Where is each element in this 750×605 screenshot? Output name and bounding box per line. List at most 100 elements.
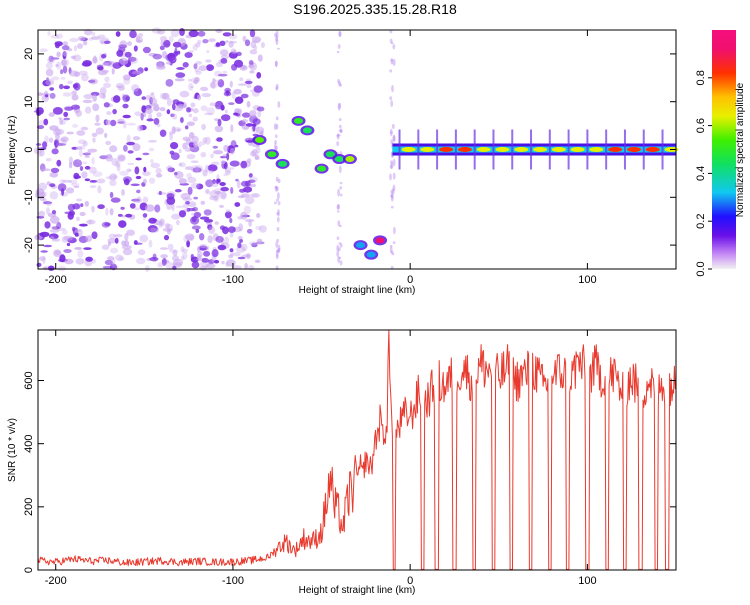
noise-speckle [47,31,51,36]
noise-speckle [214,221,219,225]
noise-speckle [188,82,194,91]
noise-speckle [60,76,66,80]
noise-speckle [112,174,118,180]
noise-speckle [176,128,181,132]
noise-speckle [76,198,83,202]
noise-speckle [87,148,98,153]
noise-speckle [91,132,98,137]
noise-speckle [143,111,147,118]
spectrogram-ytick-label: -20 [23,237,35,253]
noise-speckle [106,111,112,116]
noise-speckle [163,234,170,241]
noise-speckle [80,203,84,208]
noise-speckle [220,104,225,111]
noise-speckle [206,64,214,71]
snr-ytick-label: 0 [23,567,35,573]
streak-speckle [390,59,394,65]
streak-speckle [337,203,340,210]
noise-speckle [51,76,60,81]
noise-speckle [207,235,213,244]
noise-speckle [49,191,59,200]
noise-speckle [56,159,62,167]
noise-speckle [73,45,78,52]
noise-speckle [241,243,248,252]
noise-speckle [203,250,211,257]
noise-speckle [91,57,98,64]
signal-blob [356,242,366,249]
noise-speckle [191,216,197,223]
noise-speckle [122,245,132,250]
noise-speckle [209,102,217,107]
noise-speckle [224,87,231,94]
noise-speckle [91,205,95,213]
noise-speckle [91,157,95,165]
noise-speckle [226,259,236,267]
noise-speckle [54,141,58,149]
noise-speckle [124,51,132,58]
noise-speckle [232,252,241,257]
noise-speckle [178,162,183,167]
noise-speckle [155,173,163,178]
noise-speckle [129,30,137,39]
noise-speckle [176,219,180,226]
streak-speckle [339,128,343,133]
noise-speckle [244,262,249,270]
streak-speckle [337,247,341,252]
noise-speckle [256,106,265,112]
noise-speckle [43,118,49,126]
noise-speckle [45,79,55,86]
noise-speckle [191,225,201,230]
streak-speckle [337,256,341,264]
noise-speckle [79,211,86,217]
noise-speckle [74,71,80,77]
noise-speckle [152,253,157,260]
noise-speckle [225,40,229,43]
noise-speckle [148,239,153,248]
noise-speckle [100,40,104,44]
noise-speckle [244,39,251,47]
carrier-core [420,147,435,152]
noise-speckle [42,141,48,149]
noise-speckle [138,33,144,38]
carrier-core [533,147,548,152]
noise-speckle [77,159,81,163]
noise-speckle [193,196,198,200]
noise-speckle [163,39,171,48]
noise-speckle [203,219,214,223]
noise-speckle [116,49,124,57]
noise-speckle [251,193,261,198]
noise-speckle [188,132,195,139]
colorbar-label: Normalized spectral amplitude [735,82,746,217]
spectrogram-xlabel: Height of straight line (km) [299,285,416,296]
noise-speckle [195,42,201,48]
noise-speckle [219,49,229,56]
noise-speckle [155,167,162,174]
noise-speckle [159,129,167,137]
snr-xlabel: Height of straight line (km) [299,585,416,596]
noise-speckle [249,193,259,198]
streak-speckle [277,201,281,206]
noise-speckle [77,139,87,145]
noise-speckle [111,68,115,75]
noise-speckle [207,164,218,172]
snr-xtick-label: -100 [222,575,244,587]
noise-speckle [118,256,125,262]
noise-speckle [101,69,110,73]
noise-speckle [68,156,73,165]
noise-speckle [256,213,261,218]
noise-speckle [208,226,216,235]
noise-speckle [63,111,69,117]
noise-speckle [230,167,235,170]
noise-speckle [200,105,208,112]
noise-speckle [38,210,46,217]
noise-speckle [88,219,93,225]
noise-speckle [248,264,255,271]
noise-speckle [105,140,112,146]
streak-speckle [277,209,280,217]
spectrogram-ytick-label: 0 [23,146,35,152]
noise-speckle [105,207,109,216]
noise-speckle [73,175,82,179]
noise-speckle [254,156,260,161]
noise-speckle [200,152,207,158]
noise-speckle [214,125,224,133]
